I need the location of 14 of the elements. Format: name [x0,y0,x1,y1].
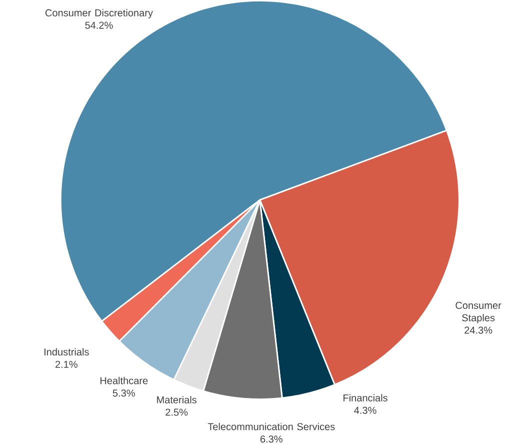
data-label: 24.3% [464,326,492,334]
data-label: 2.5% [166,408,188,416]
data-label: 2.1% [55,360,78,368]
data-label: 5.3% [112,390,135,397]
slice-label: Consumer Discretionary [45,9,153,18]
slice-label: Healthcare [100,376,148,384]
slice-label: Financials [344,394,388,402]
slice-label: Materials [157,396,197,404]
data-label: 6.3% [260,436,282,443]
slice-label: Telecommunication Services [208,422,335,430]
slice-label: Industrials [44,348,89,356]
data-label: 54.2% [85,22,113,29]
data-label: 4.3% [354,406,376,414]
slice-label: Consumer Staples [456,302,502,324]
